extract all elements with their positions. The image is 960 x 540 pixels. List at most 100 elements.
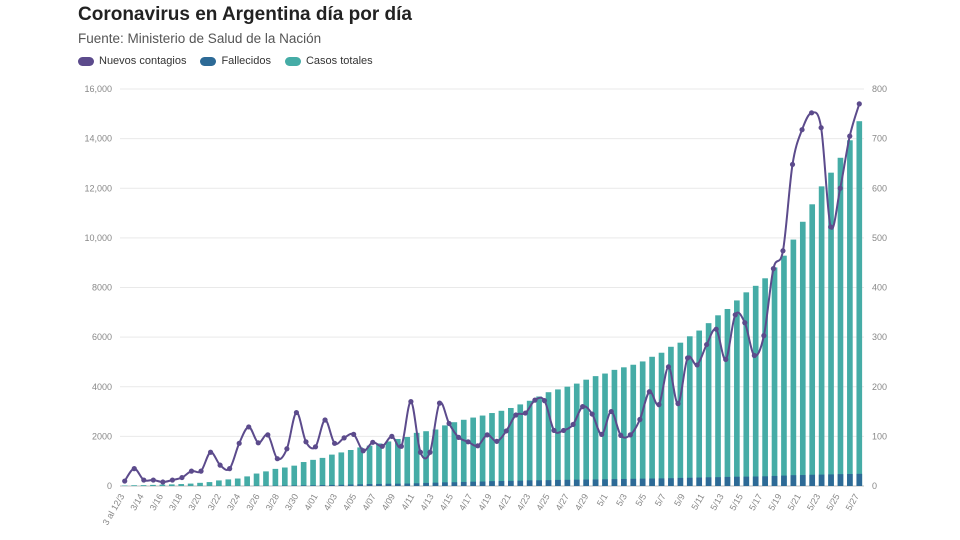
- y-right-tick-label: 100: [872, 431, 887, 441]
- bar-casos-totales: [413, 432, 420, 486]
- x-tick-label: 3 al 12/3: [101, 492, 127, 527]
- bar-casos-totales: [206, 482, 213, 486]
- bar-casos-totales: [526, 400, 533, 486]
- bar-casos-totales: [187, 483, 194, 486]
- legend-label-casos: Casos totales: [305, 55, 373, 67]
- bar-casos-totales: [564, 386, 571, 486]
- bar-casos-totales: [799, 221, 806, 487]
- bar-casos-totales: [347, 449, 354, 486]
- bar-fallecidos: [338, 484, 345, 486]
- bar-casos-totales: [771, 267, 778, 486]
- point-nuevos-contagios: [179, 474, 185, 481]
- x-tick-label: 4/01: [302, 492, 319, 512]
- bar-casos-totales: [517, 404, 524, 486]
- bar-fallecidos: [809, 474, 816, 486]
- bar-fallecidos: [752, 476, 759, 486]
- bar-casos-totales: [639, 361, 646, 486]
- bar-casos-totales: [489, 413, 495, 486]
- x-tick-label: 4/15: [438, 492, 455, 512]
- bar-casos-totales: [310, 459, 316, 486]
- x-tick-label: 5/23: [805, 492, 822, 512]
- bar-casos-totales: [724, 308, 731, 486]
- bar-fallecidos: [508, 480, 514, 486]
- bar-casos-totales: [140, 485, 147, 486]
- x-tick-label: 5/17: [747, 492, 764, 512]
- point-nuevos-contagios: [761, 333, 767, 339]
- point-nuevos-contagios: [837, 185, 843, 191]
- x-tick-label: 3/26: [244, 492, 261, 512]
- point-nuevos-contagios: [789, 161, 796, 168]
- bar-fallecidos: [347, 484, 354, 486]
- legend-swatch-nuevos: [78, 56, 94, 66]
- point-nuevos-contagios: [808, 110, 815, 116]
- x-tick-label: 3/28: [264, 492, 281, 512]
- bar-casos-totales: [696, 330, 703, 486]
- bar-fallecidos: [799, 475, 806, 486]
- y-left-tick-label: 2000: [92, 431, 112, 441]
- x-tick-label: 3/22: [206, 492, 223, 512]
- point-nuevos-contagios: [255, 440, 261, 446]
- point-nuevos-contagios: [160, 479, 166, 485]
- x-tick-label: 3/20: [186, 492, 203, 512]
- bar-fallecidos: [376, 483, 382, 486]
- bar-fallecidos: [545, 480, 552, 486]
- bar-casos-totales: [847, 140, 853, 486]
- point-nuevos-contagios: [684, 355, 691, 361]
- bar-casos-totales: [611, 369, 618, 486]
- bar-fallecidos: [602, 479, 608, 486]
- x-tick-label: 3/30: [283, 492, 300, 512]
- bar-casos-totales: [686, 336, 693, 486]
- point-nuevos-contagios: [122, 478, 128, 484]
- bar-casos-totales: [376, 443, 382, 486]
- point-nuevos-contagios: [627, 432, 633, 438]
- point-nuevos-contagios: [646, 389, 653, 395]
- point-nuevos-contagios: [198, 468, 204, 474]
- x-tick-label: 5/5: [633, 492, 648, 508]
- x-tick-label: 5/7: [653, 492, 668, 508]
- bar-casos-totales: [856, 121, 863, 486]
- x-tick-label: 4/11: [399, 492, 416, 512]
- point-nuevos-contagios: [818, 125, 824, 131]
- bar-fallecidos: [592, 479, 599, 486]
- bar-fallecidos: [771, 475, 778, 486]
- legend-label-nuevos: Nuevos contagios: [99, 55, 187, 67]
- x-tick-label: 4/21: [496, 492, 513, 512]
- legend-item-casos[interactable]: Casos totales: [284, 55, 373, 67]
- point-nuevos-contagios: [351, 431, 357, 437]
- point-nuevos-contagios: [379, 443, 385, 449]
- bar-casos-totales: [545, 392, 552, 486]
- legend-item-fallecidos[interactable]: Fallecidos: [200, 55, 271, 67]
- bar-fallecidos: [423, 482, 429, 486]
- bar-fallecidos: [329, 484, 335, 486]
- point-nuevos-contagios: [751, 352, 757, 359]
- bar-casos-totales: [781, 255, 787, 486]
- x-tick-label: 5/13: [708, 492, 725, 512]
- point-nuevos-contagios: [293, 409, 300, 416]
- bar-fallecidos: [837, 474, 844, 486]
- bar-fallecidos: [743, 476, 750, 486]
- bar-fallecidos: [781, 475, 787, 486]
- bar-fallecidos: [564, 479, 571, 486]
- bar-casos-totales: [385, 441, 392, 486]
- chart-source: Fuente: Ministerio de Salud de la Nación: [78, 31, 322, 46]
- bar-fallecidos: [442, 482, 448, 486]
- point-nuevos-contagios: [694, 362, 700, 368]
- bar-casos-totales: [225, 479, 232, 486]
- y-left-tick-label: 6000: [92, 332, 112, 342]
- bar-casos-totales: [837, 157, 844, 486]
- bar-casos-totales: [272, 468, 279, 486]
- bar-casos-totales: [253, 473, 260, 486]
- point-nuevos-contagios: [656, 402, 662, 408]
- point-nuevos-contagios: [274, 456, 280, 462]
- bar-fallecidos: [621, 478, 627, 486]
- point-nuevos-contagios: [417, 449, 424, 455]
- bar-fallecidos: [517, 480, 524, 486]
- bar-casos-totales: [583, 379, 590, 486]
- point-nuevos-contagios: [141, 477, 147, 483]
- x-tick-label: 4/27: [554, 492, 571, 512]
- legend-item-nuevos[interactable]: Nuevos contagios: [78, 55, 186, 67]
- point-nuevos-contagios: [522, 410, 528, 416]
- bar-fallecidos: [357, 484, 363, 486]
- bar-fallecidos: [394, 483, 401, 486]
